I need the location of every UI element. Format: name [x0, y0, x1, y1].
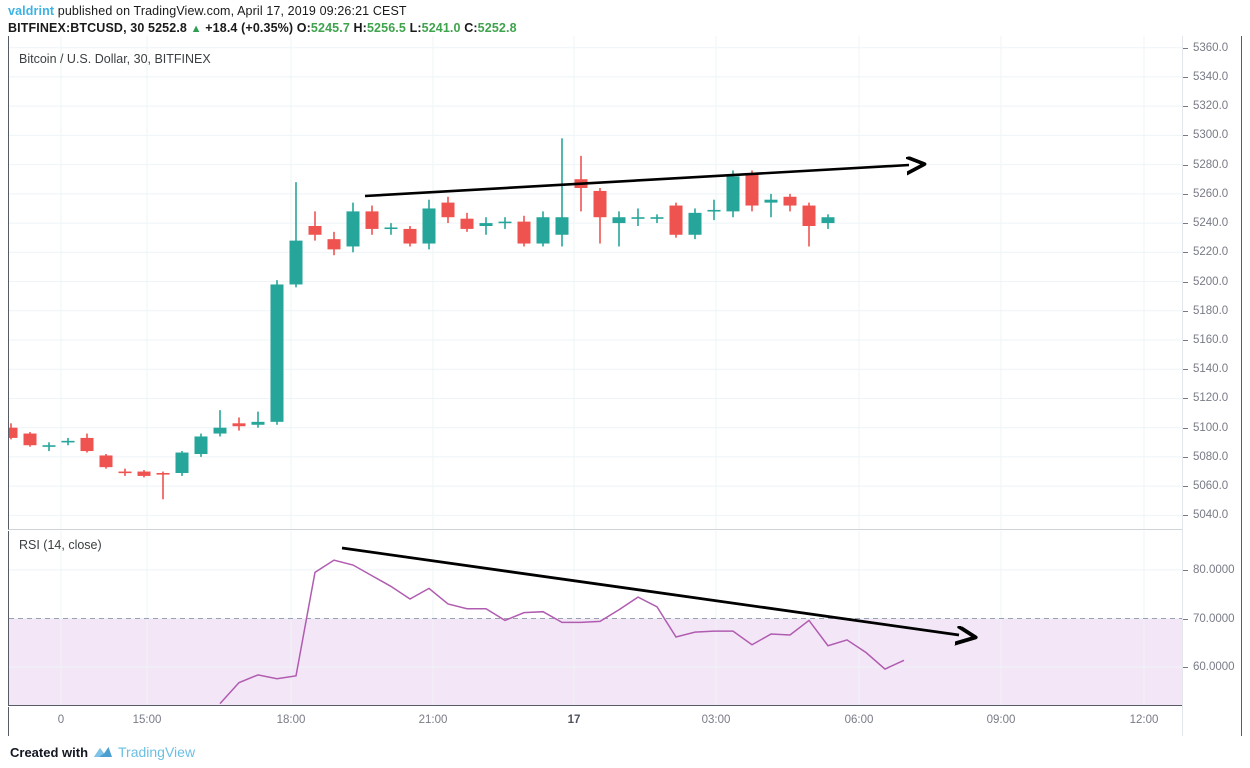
price-axis-label: 5100.0	[1193, 421, 1229, 434]
time-axis-label: 21:00	[418, 714, 448, 726]
price-axis-label: 5340.0	[1193, 70, 1229, 83]
time-axis-label: 06:00	[844, 714, 874, 726]
time-axis-label: 03:00	[701, 714, 731, 726]
price-axis-label: 5320.0	[1193, 100, 1229, 113]
symbol-label[interactable]: BITFINEX:BTCUSD, 30	[8, 21, 145, 35]
rsi-pane-title: RSI (14, close)	[19, 538, 102, 552]
last-price: 5252.8	[148, 21, 188, 35]
price-pane[interactable]: Bitcoin / U.S. Dollar, 30, BITFINEX	[8, 36, 1182, 530]
author-link[interactable]: valdrint	[8, 4, 55, 18]
low-value: 5241.0	[421, 21, 461, 35]
rsi-axis-label: 70.0000	[1193, 612, 1235, 625]
price-axis-label: 5040.0	[1193, 509, 1229, 522]
price-axis-label: 5220.0	[1193, 246, 1229, 259]
rsi-plot	[9, 531, 1182, 705]
price-axis-label: 5300.0	[1193, 129, 1229, 142]
price-axis-label: 5120.0	[1193, 392, 1229, 405]
time-axis-label: 17	[567, 714, 581, 726]
candlestick-plot	[9, 36, 1182, 529]
chart-header: valdrint published on TradingView.com, A…	[0, 0, 1250, 36]
tradingview-mountain-icon	[94, 747, 113, 757]
chart-container[interactable]: Bitcoin / U.S. Dollar, 30, BITFINEX RSI …	[8, 36, 1242, 736]
axis-tick	[1183, 47, 1188, 49]
axis-tick	[1183, 369, 1188, 371]
time-axis-label: 15:00	[132, 714, 162, 726]
axis-tick	[1183, 310, 1188, 312]
axis-tick	[1183, 164, 1188, 166]
price-axis-label: 5080.0	[1193, 450, 1229, 463]
axis-tick	[1183, 667, 1188, 669]
axis-tick	[1183, 456, 1188, 458]
time-axis-label: 0	[57, 714, 65, 726]
axis-tick	[1183, 398, 1188, 400]
price-pane-title: Bitcoin / U.S. Dollar, 30, BITFINEX	[19, 52, 211, 66]
symbol-quote-line: BITFINEX:BTCUSD, 30 5252.8 ▲ +18.4 (+0.3…	[8, 21, 517, 35]
axis-tick	[1183, 618, 1188, 620]
axis-tick	[1183, 135, 1188, 137]
rsi-axis-label: 80.0000	[1193, 563, 1235, 576]
high-label: H:	[353, 21, 367, 35]
axis-tick	[1183, 223, 1188, 225]
axis-tick	[1183, 569, 1188, 571]
price-axis-label: 5180.0	[1193, 304, 1229, 317]
axis-tick	[1183, 281, 1188, 283]
price-scale[interactable]: 5360.0 5340.0 5320.0 5300.0 5280.0 5260.0 5240…	[1182, 36, 1242, 736]
price-axis-label: 5160.0	[1193, 334, 1229, 346]
time-axis-label: 18:00	[276, 714, 306, 726]
time-scale[interactable]: 0 15:00 18:00 21:00 17 03:00 06:00 09:00 12:00	[8, 707, 1182, 736]
price-axis-label: 5280.0	[1193, 158, 1229, 171]
publication-line: valdrint published on TradingView.com, A…	[8, 4, 407, 18]
time-axis-label: 12:00	[1129, 714, 1159, 726]
up-triangle-icon: ▲	[190, 23, 202, 35]
tradingview-brand[interactable]: TradingView	[118, 744, 196, 760]
price-axis-label: 5200.0	[1193, 275, 1229, 288]
axis-tick	[1183, 427, 1188, 429]
footer-attribution: Created with TradingView	[10, 741, 195, 763]
rsi-axis-label: 60.0000	[1193, 661, 1235, 674]
axis-tick	[1183, 193, 1188, 195]
published-text: published on TradingView.com, April 17, …	[54, 4, 407, 18]
price-axis-label: 5060.0	[1193, 480, 1229, 493]
close-value: 5252.8	[477, 21, 517, 35]
rsi-pane[interactable]: RSI (14, close)	[8, 531, 1182, 706]
open-value: 5245.7	[310, 21, 350, 35]
high-value: 5256.5	[366, 21, 406, 35]
price-axis-label: 5140.0	[1193, 363, 1229, 376]
price-axis-label: 5240.0	[1193, 217, 1229, 230]
price-axis-label: 5360.0	[1193, 41, 1229, 54]
axis-tick	[1183, 340, 1188, 341]
price-change: +18.4 (+0.35%)	[205, 21, 294, 35]
low-label: L:	[409, 21, 422, 35]
axis-tick	[1183, 106, 1188, 108]
created-with-label: Created with	[10, 744, 89, 760]
price-axis-label: 5260.0	[1193, 187, 1229, 200]
close-label: C:	[464, 21, 478, 35]
axis-tick	[1183, 486, 1188, 488]
axis-tick	[1183, 252, 1188, 254]
axis-tick	[1183, 76, 1188, 78]
axis-tick	[1183, 515, 1188, 517]
open-label: O:	[296, 21, 311, 35]
time-axis-label: 09:00	[986, 714, 1016, 726]
